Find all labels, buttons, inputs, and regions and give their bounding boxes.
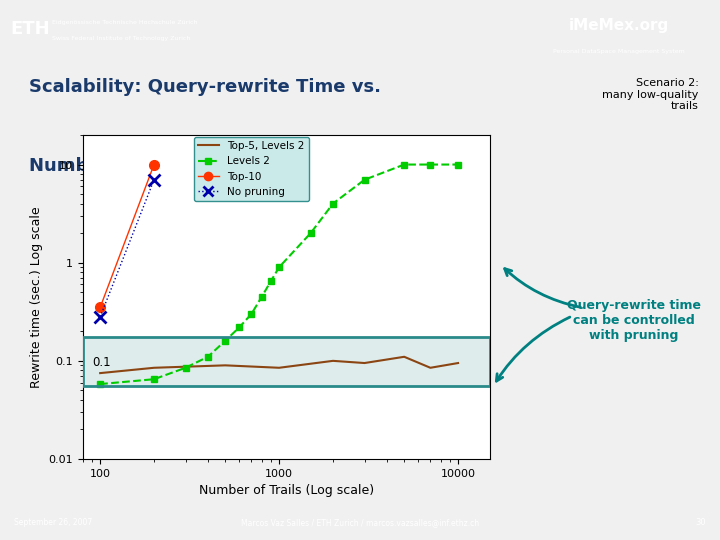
Text: Marcos Vaz Salles / ETH Zurich / marcos.vazsalles@inf.ethz.ch: Marcos Vaz Salles / ETH Zurich / marcos.… [241, 518, 479, 527]
Text: Query-rewrite time
can be controlled
with pruning: Query-rewrite time can be controlled wit… [567, 299, 701, 342]
Y-axis label: Rewrite time (sec.) Log scale: Rewrite time (sec.) Log scale [30, 206, 43, 388]
X-axis label: Number of Trails (Log scale): Number of Trails (Log scale) [199, 484, 374, 497]
Bar [83, 337, 490, 386]
Bar [83, 337, 490, 386]
Text: 0.1: 0.1 [92, 356, 111, 369]
Text: iMeMex.org: iMeMex.org [569, 18, 670, 33]
Text: Swiss Federal Institute of Technology Zurich: Swiss Federal Institute of Technology Zu… [52, 36, 190, 42]
Legend: Top-5, Levels 2, Levels 2, Top-10, No pruning: Top-5, Levels 2, Levels 2, Top-10, No pr… [194, 137, 309, 201]
Text: Scalability: Query-rewrite Time vs.: Scalability: Query-rewrite Time vs. [29, 78, 381, 96]
Text: Personal DataSpace Management System: Personal DataSpace Management System [554, 49, 685, 55]
Text: 30: 30 [695, 518, 706, 527]
Text: Eidgenössische Technische Hochschule Zürich: Eidgenössische Technische Hochschule Zür… [52, 20, 197, 25]
Text: ETH: ETH [10, 20, 50, 38]
Text: September 26, 2007: September 26, 2007 [14, 518, 93, 527]
Text: Scenario 2:
many low-quality
trails: Scenario 2: many low-quality trails [602, 78, 698, 111]
Text: Number of Trails: Number of Trails [29, 157, 196, 175]
